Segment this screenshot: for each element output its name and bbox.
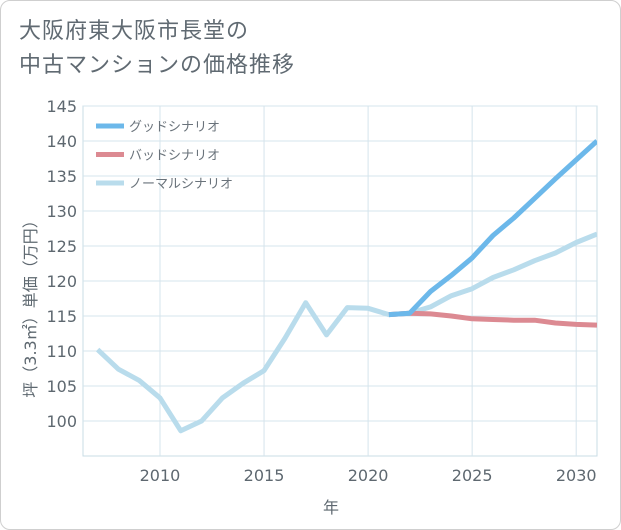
y-axis-ticks: 100 105 110 115 120 125 130 135 140 145: [46, 97, 77, 431]
x-tick-label: 2015: [244, 466, 285, 485]
y-axis-label: 坪（3.3㎡）単価（万円）: [21, 212, 40, 397]
legend-label: ノーマルシナリオ: [129, 177, 233, 192]
y-tick-label: 100: [46, 412, 77, 431]
y-tick-label: 145: [46, 97, 77, 116]
x-axis-ticks: 2010 2015 2020 2025 2030: [140, 466, 597, 485]
chart-title-line2: 中古マンションの価格推移: [19, 53, 296, 78]
y-tick-label: 120: [46, 272, 77, 291]
y-tick-label: 135: [46, 167, 77, 186]
y-tick-label: 140: [46, 132, 77, 151]
y-tick-label: 105: [46, 377, 77, 396]
y-tick-label: 115: [46, 307, 77, 326]
grid: [82, 105, 598, 457]
series-lines: [95, 139, 597, 434]
chart-title: 大阪府東大阪市長堂の 中古マンションの価格推移: [19, 15, 419, 83]
x-tick-label: 2025: [452, 466, 493, 485]
series-line-2: [95, 231, 597, 434]
x-tick-label: 2020: [348, 466, 389, 485]
y-tick-label: 125: [46, 237, 77, 256]
x-tick-label: 2010: [140, 466, 181, 485]
y-tick-label: 110: [46, 342, 77, 361]
chart-title-line1: 大阪府東大阪市長堂の: [19, 19, 250, 44]
x-tick-label: 2030: [556, 466, 597, 485]
legend-label: グッドシナリオ: [129, 120, 220, 135]
series-line-0: [388, 139, 597, 318]
legend-label: バッドシナリオ: [129, 149, 220, 164]
x-axis-label: 年: [323, 498, 339, 517]
y-tick-label: 130: [46, 202, 77, 221]
series-line-1: [388, 310, 597, 328]
